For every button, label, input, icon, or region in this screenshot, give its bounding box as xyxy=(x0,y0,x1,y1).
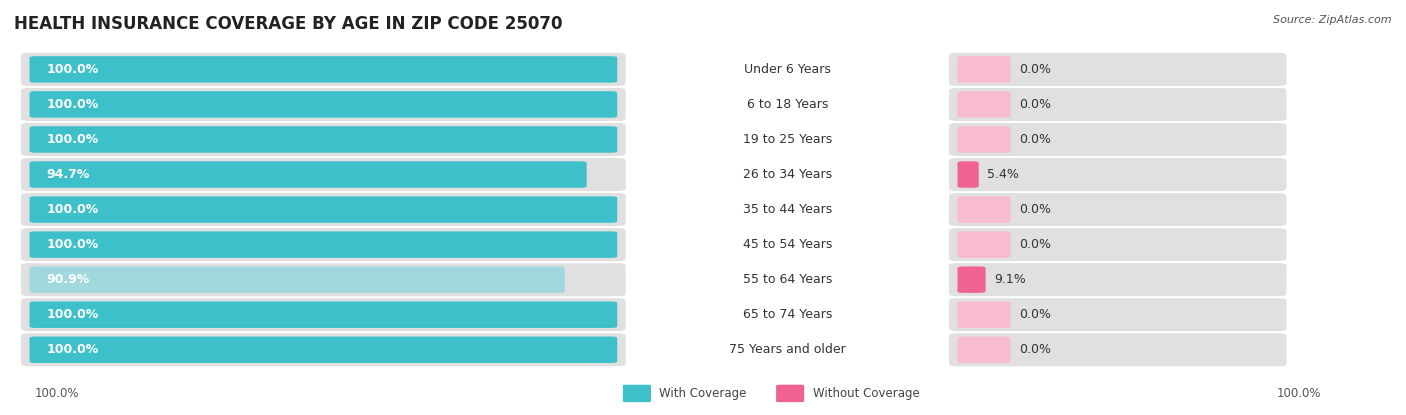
FancyBboxPatch shape xyxy=(30,337,617,363)
FancyBboxPatch shape xyxy=(957,196,1011,223)
FancyBboxPatch shape xyxy=(957,266,986,293)
FancyBboxPatch shape xyxy=(957,91,1011,118)
FancyBboxPatch shape xyxy=(30,196,617,223)
FancyBboxPatch shape xyxy=(30,126,617,153)
FancyBboxPatch shape xyxy=(30,56,617,83)
Text: 26 to 34 Years: 26 to 34 Years xyxy=(742,168,832,181)
FancyBboxPatch shape xyxy=(30,266,565,293)
Text: 100.0%: 100.0% xyxy=(46,203,98,216)
FancyBboxPatch shape xyxy=(949,298,1286,331)
FancyBboxPatch shape xyxy=(21,193,626,226)
FancyBboxPatch shape xyxy=(21,333,626,366)
FancyBboxPatch shape xyxy=(949,53,1286,86)
Text: 75 Years and older: 75 Years and older xyxy=(728,343,846,356)
Text: With Coverage: With Coverage xyxy=(659,387,747,400)
FancyBboxPatch shape xyxy=(623,385,651,402)
Text: HEALTH INSURANCE COVERAGE BY AGE IN ZIP CODE 25070: HEALTH INSURANCE COVERAGE BY AGE IN ZIP … xyxy=(14,15,562,32)
FancyBboxPatch shape xyxy=(957,56,1011,83)
FancyBboxPatch shape xyxy=(949,263,1286,296)
Text: Under 6 Years: Under 6 Years xyxy=(744,63,831,76)
Text: 55 to 64 Years: 55 to 64 Years xyxy=(742,273,832,286)
Text: 100.0%: 100.0% xyxy=(46,133,98,146)
FancyBboxPatch shape xyxy=(21,123,626,156)
FancyBboxPatch shape xyxy=(21,158,626,191)
Text: 100.0%: 100.0% xyxy=(46,238,98,251)
Text: 45 to 54 Years: 45 to 54 Years xyxy=(742,238,832,251)
Text: 65 to 74 Years: 65 to 74 Years xyxy=(742,308,832,321)
FancyBboxPatch shape xyxy=(30,232,617,258)
Text: Source: ZipAtlas.com: Source: ZipAtlas.com xyxy=(1274,15,1392,24)
FancyBboxPatch shape xyxy=(957,126,1011,153)
Text: 90.9%: 90.9% xyxy=(46,273,90,286)
FancyBboxPatch shape xyxy=(949,193,1286,226)
FancyBboxPatch shape xyxy=(949,228,1286,261)
Text: 100.0%: 100.0% xyxy=(46,98,98,111)
FancyBboxPatch shape xyxy=(30,91,617,118)
Text: 9.1%: 9.1% xyxy=(994,273,1026,286)
FancyBboxPatch shape xyxy=(30,161,586,188)
Text: 0.0%: 0.0% xyxy=(1019,63,1050,76)
Text: 0.0%: 0.0% xyxy=(1019,343,1050,356)
Text: 6 to 18 Years: 6 to 18 Years xyxy=(747,98,828,111)
FancyBboxPatch shape xyxy=(949,333,1286,366)
FancyBboxPatch shape xyxy=(957,161,979,188)
FancyBboxPatch shape xyxy=(949,123,1286,156)
FancyBboxPatch shape xyxy=(957,301,1011,328)
FancyBboxPatch shape xyxy=(21,53,626,86)
Text: 100.0%: 100.0% xyxy=(46,63,98,76)
Text: Without Coverage: Without Coverage xyxy=(813,387,920,400)
FancyBboxPatch shape xyxy=(949,158,1286,191)
FancyBboxPatch shape xyxy=(21,263,626,296)
FancyBboxPatch shape xyxy=(957,232,1011,258)
Text: 0.0%: 0.0% xyxy=(1019,308,1050,321)
Text: 100.0%: 100.0% xyxy=(1277,387,1322,400)
Text: 35 to 44 Years: 35 to 44 Years xyxy=(742,203,832,216)
Text: 0.0%: 0.0% xyxy=(1019,203,1050,216)
Text: 100.0%: 100.0% xyxy=(46,308,98,321)
FancyBboxPatch shape xyxy=(21,298,626,331)
Text: 0.0%: 0.0% xyxy=(1019,238,1050,251)
Text: 100.0%: 100.0% xyxy=(35,387,80,400)
FancyBboxPatch shape xyxy=(30,301,617,328)
Text: 5.4%: 5.4% xyxy=(987,168,1019,181)
FancyBboxPatch shape xyxy=(21,88,626,121)
FancyBboxPatch shape xyxy=(957,337,1011,363)
Text: 19 to 25 Years: 19 to 25 Years xyxy=(742,133,832,146)
FancyBboxPatch shape xyxy=(21,228,626,261)
FancyBboxPatch shape xyxy=(949,88,1286,121)
FancyBboxPatch shape xyxy=(776,385,804,402)
Text: 94.7%: 94.7% xyxy=(46,168,90,181)
Text: 100.0%: 100.0% xyxy=(46,343,98,356)
Text: 0.0%: 0.0% xyxy=(1019,133,1050,146)
Text: 0.0%: 0.0% xyxy=(1019,98,1050,111)
